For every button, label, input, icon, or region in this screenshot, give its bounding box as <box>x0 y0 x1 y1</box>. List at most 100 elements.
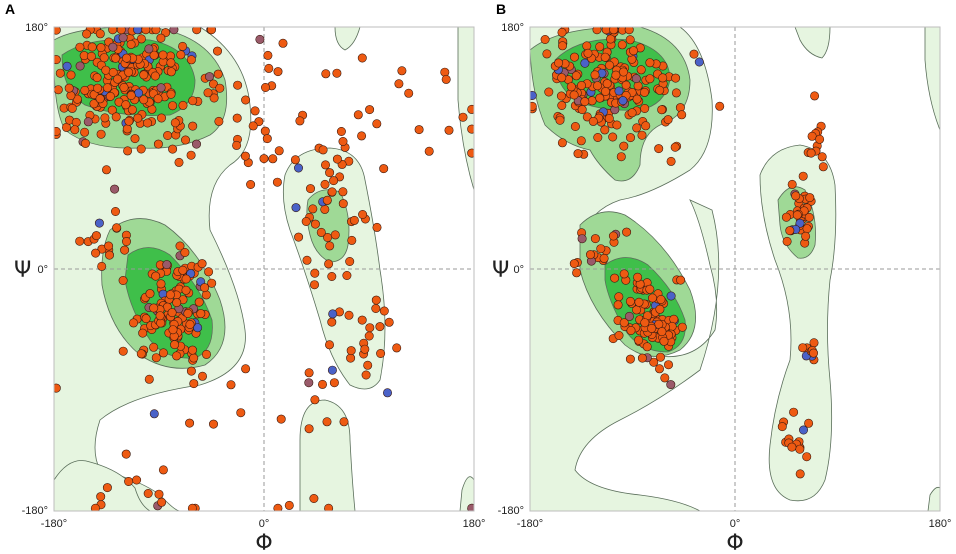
residue-point <box>612 120 622 130</box>
residue-point <box>804 212 814 222</box>
residue-point <box>103 83 113 93</box>
residue-point <box>155 311 165 321</box>
residue-point <box>782 236 792 246</box>
residue-point <box>441 74 451 84</box>
residue-point <box>571 71 581 81</box>
panel-letter-a: A <box>5 1 15 17</box>
residue-point <box>123 146 133 156</box>
residue-point <box>214 116 224 126</box>
residue-point <box>592 27 602 35</box>
residue-point <box>180 248 190 258</box>
residue-point <box>105 91 115 101</box>
residue-point <box>327 317 337 327</box>
residue-point <box>93 83 103 93</box>
residue-point <box>118 346 128 356</box>
residue-point <box>625 133 635 143</box>
residue-point <box>151 353 161 363</box>
residue-point <box>185 319 195 329</box>
residue-point <box>327 187 337 197</box>
residue-point <box>209 93 219 103</box>
residue-point <box>530 91 537 100</box>
residue-point <box>213 69 223 79</box>
residue-point <box>236 408 246 418</box>
residue-point <box>569 259 579 269</box>
ytick-bottom-b: -180° <box>498 505 524 517</box>
residue-point <box>365 105 375 115</box>
residue-point <box>642 342 652 352</box>
residue-point <box>347 235 357 245</box>
residue-point <box>136 34 146 44</box>
residue-point <box>149 50 159 60</box>
residue-point <box>158 50 168 60</box>
residue-point <box>54 55 61 65</box>
frame-a <box>53 26 475 512</box>
residue-point <box>346 353 356 363</box>
residue-point <box>588 116 598 126</box>
residue-point <box>609 27 619 35</box>
residue-point <box>54 383 61 393</box>
residue-point <box>610 273 620 283</box>
residue-point <box>645 284 655 294</box>
residue-point <box>75 236 85 246</box>
residue-point <box>802 224 812 234</box>
residue-point <box>617 40 627 50</box>
residue-point <box>176 50 186 60</box>
residue-point <box>168 325 178 335</box>
residue-point <box>310 219 320 229</box>
residue-point <box>320 160 330 170</box>
residue-point <box>172 298 182 308</box>
residue-point <box>625 296 635 306</box>
residue-point <box>274 146 284 156</box>
residue-point <box>557 41 567 51</box>
residue-point <box>200 283 210 293</box>
residue-point <box>582 112 592 122</box>
residue-point <box>157 497 167 507</box>
residue-point <box>809 338 819 348</box>
residue-point <box>530 101 537 111</box>
ytick-bottom-a: -180° <box>22 505 48 517</box>
residue-point <box>600 125 610 135</box>
residue-point <box>795 444 805 454</box>
residue-point <box>637 353 647 363</box>
residue-point <box>80 127 90 137</box>
residue-point <box>640 318 650 328</box>
residue-point <box>186 55 196 65</box>
residue-point <box>557 101 567 111</box>
residue-point <box>582 41 592 51</box>
residue-point <box>156 83 166 93</box>
residue-point <box>810 91 820 101</box>
residue-point <box>349 215 359 225</box>
residue-point <box>633 272 643 282</box>
residue-point <box>614 86 624 96</box>
residue-point <box>124 67 134 77</box>
residue-point <box>181 135 191 145</box>
residue-point <box>394 79 404 89</box>
residue-point <box>573 149 583 159</box>
xtick-mid-a: 0° <box>259 518 270 530</box>
residue-point <box>777 422 787 432</box>
residue-point <box>328 309 338 319</box>
residue-point <box>111 112 121 122</box>
residue-point <box>404 88 414 98</box>
residue-point <box>90 503 100 511</box>
allowed-region-a-top-mid <box>334 27 361 51</box>
residue-point <box>81 138 91 148</box>
residue-point <box>324 503 334 511</box>
residue-point <box>203 88 213 98</box>
residue-point <box>215 83 225 93</box>
residue-point <box>255 34 265 44</box>
residue-point <box>80 85 90 95</box>
residue-point <box>86 51 96 61</box>
residue-point <box>576 81 586 91</box>
residue-point <box>467 104 474 114</box>
residue-point <box>187 503 197 511</box>
residue-point <box>798 343 808 353</box>
residue-point <box>87 42 97 52</box>
residue-point <box>663 360 673 370</box>
residue-point <box>593 133 603 143</box>
residue-point <box>54 85 63 95</box>
residue-point <box>127 105 137 115</box>
residue-point <box>132 475 142 485</box>
residue-point <box>111 207 121 217</box>
residue-point <box>163 131 173 141</box>
